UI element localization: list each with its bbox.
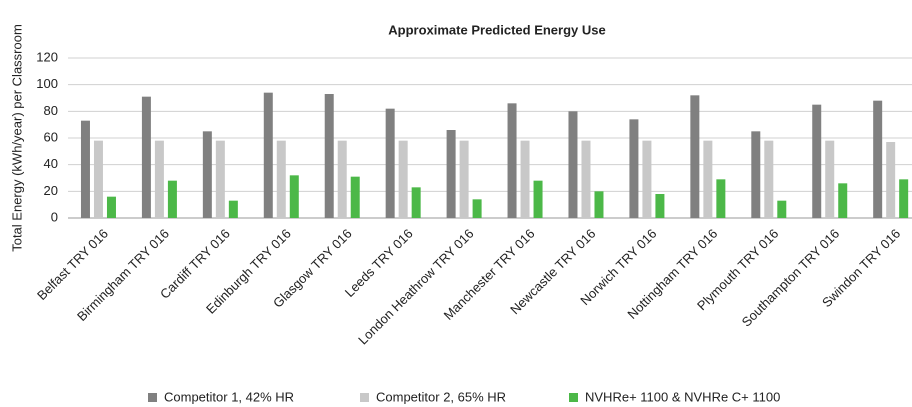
legend-label: Competitor 2, 65% HR: [376, 389, 506, 404]
bar: [629, 119, 639, 218]
bar: [581, 140, 591, 218]
bar: [324, 94, 334, 218]
bar: [812, 104, 822, 218]
bar: [106, 196, 116, 218]
bar: [642, 140, 652, 218]
bar: [472, 199, 482, 218]
bar: [276, 140, 286, 218]
bar: [751, 131, 761, 218]
bar: [446, 130, 456, 218]
bar: [411, 187, 421, 218]
bar: [716, 179, 726, 218]
y-tick-label: 40: [44, 156, 58, 171]
bar: [690, 95, 700, 218]
bar: [80, 120, 90, 218]
x-tick-label: London Heathrow TRY 016: [355, 226, 477, 348]
bar: [899, 179, 909, 218]
bar: [350, 176, 360, 218]
bar: [337, 140, 347, 218]
y-tick-label: 120: [36, 49, 58, 64]
bar: [655, 194, 665, 218]
y-tick-label: 20: [44, 183, 58, 198]
bar: [764, 140, 774, 218]
legend-swatch: [148, 393, 157, 402]
bar: [520, 140, 530, 218]
bar: [533, 180, 543, 218]
bar: [703, 140, 713, 218]
chart-title: Approximate Predicted Energy Use: [388, 22, 605, 37]
legend-swatch: [360, 393, 369, 402]
bar: [167, 180, 177, 218]
bar: [215, 140, 225, 218]
bar: [886, 142, 896, 218]
bar: [289, 175, 299, 218]
bar: [594, 191, 604, 218]
bar: [141, 96, 151, 218]
y-tick-label: 0: [51, 209, 58, 224]
y-axis-title: Total Energy (kWh/year) per Classroom: [9, 24, 24, 252]
y-tick-label: 80: [44, 103, 58, 118]
bar: [202, 131, 212, 218]
bar: [507, 103, 517, 218]
y-tick-label: 100: [36, 76, 58, 91]
bar: [263, 92, 273, 218]
y-tick-label: 60: [44, 129, 58, 144]
bar: [777, 200, 787, 218]
bar: [873, 100, 883, 218]
legend-label: Competitor 1, 42% HR: [164, 389, 294, 404]
bar: [154, 140, 164, 218]
bar: [398, 140, 408, 218]
bar: [825, 140, 835, 218]
legend-label: NVHRe+ 1100 & NVHRe C+ 1100: [585, 389, 780, 404]
bar: [568, 111, 578, 218]
bar: [838, 183, 848, 218]
bar: [93, 140, 103, 218]
bar: [228, 200, 238, 218]
bar: [385, 108, 395, 218]
bar: [459, 140, 469, 218]
legend-swatch: [569, 393, 578, 402]
